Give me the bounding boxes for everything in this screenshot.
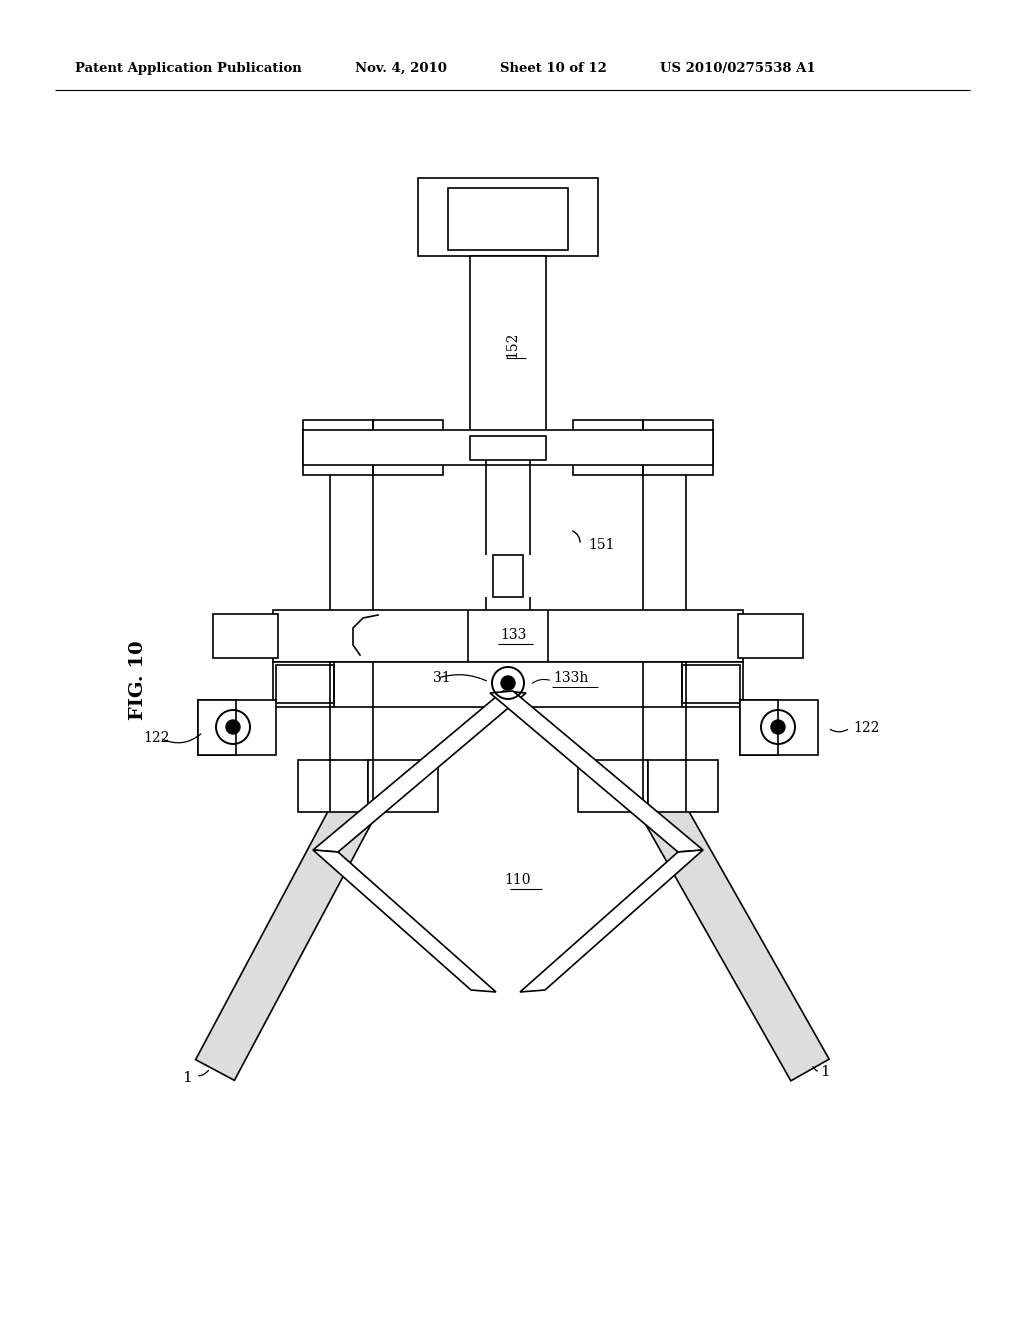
Circle shape [771, 719, 785, 734]
Bar [573, 420, 643, 475]
Bar [449, 187, 568, 249]
Text: 31: 31 [433, 671, 451, 685]
Bar [493, 554, 523, 597]
Circle shape [501, 676, 515, 690]
Text: 151: 151 [588, 539, 614, 552]
Text: 133: 133 [501, 628, 527, 642]
Bar [740, 700, 778, 755]
Bar [373, 420, 443, 475]
Text: Patent Application Publication: Patent Application Publication [75, 62, 302, 75]
Bar [643, 420, 713, 475]
Polygon shape [490, 690, 703, 851]
Polygon shape [313, 850, 496, 993]
Bar [273, 610, 743, 663]
Bar [648, 760, 718, 812]
Bar [276, 665, 334, 704]
Text: 122: 122 [143, 731, 169, 744]
Circle shape [226, 719, 240, 734]
Bar [470, 256, 546, 436]
Text: 152: 152 [505, 331, 519, 358]
Bar [682, 665, 740, 704]
Bar [198, 700, 236, 755]
Bar [578, 760, 648, 812]
Text: 133h: 133h [553, 671, 589, 685]
Text: 1: 1 [182, 1071, 191, 1085]
Bar [418, 178, 598, 256]
Bar [303, 430, 713, 465]
Text: Nov. 4, 2010: Nov. 4, 2010 [355, 62, 446, 75]
Text: 122: 122 [853, 721, 880, 735]
Bar [198, 700, 276, 755]
Text: 1: 1 [820, 1065, 829, 1078]
Bar [298, 760, 368, 812]
Bar [740, 700, 818, 755]
Polygon shape [637, 787, 829, 1081]
Bar [213, 614, 278, 657]
Bar [738, 614, 803, 657]
Bar [303, 420, 373, 475]
Bar [273, 663, 743, 708]
Text: FIG. 10: FIG. 10 [129, 640, 147, 719]
Text: 110: 110 [505, 873, 531, 887]
Bar [368, 760, 438, 812]
Polygon shape [520, 850, 703, 993]
Bar [470, 436, 546, 459]
Text: US 2010/0275538 A1: US 2010/0275538 A1 [660, 62, 816, 75]
Polygon shape [313, 690, 526, 851]
Polygon shape [196, 788, 380, 1080]
Text: Sheet 10 of 12: Sheet 10 of 12 [500, 62, 607, 75]
